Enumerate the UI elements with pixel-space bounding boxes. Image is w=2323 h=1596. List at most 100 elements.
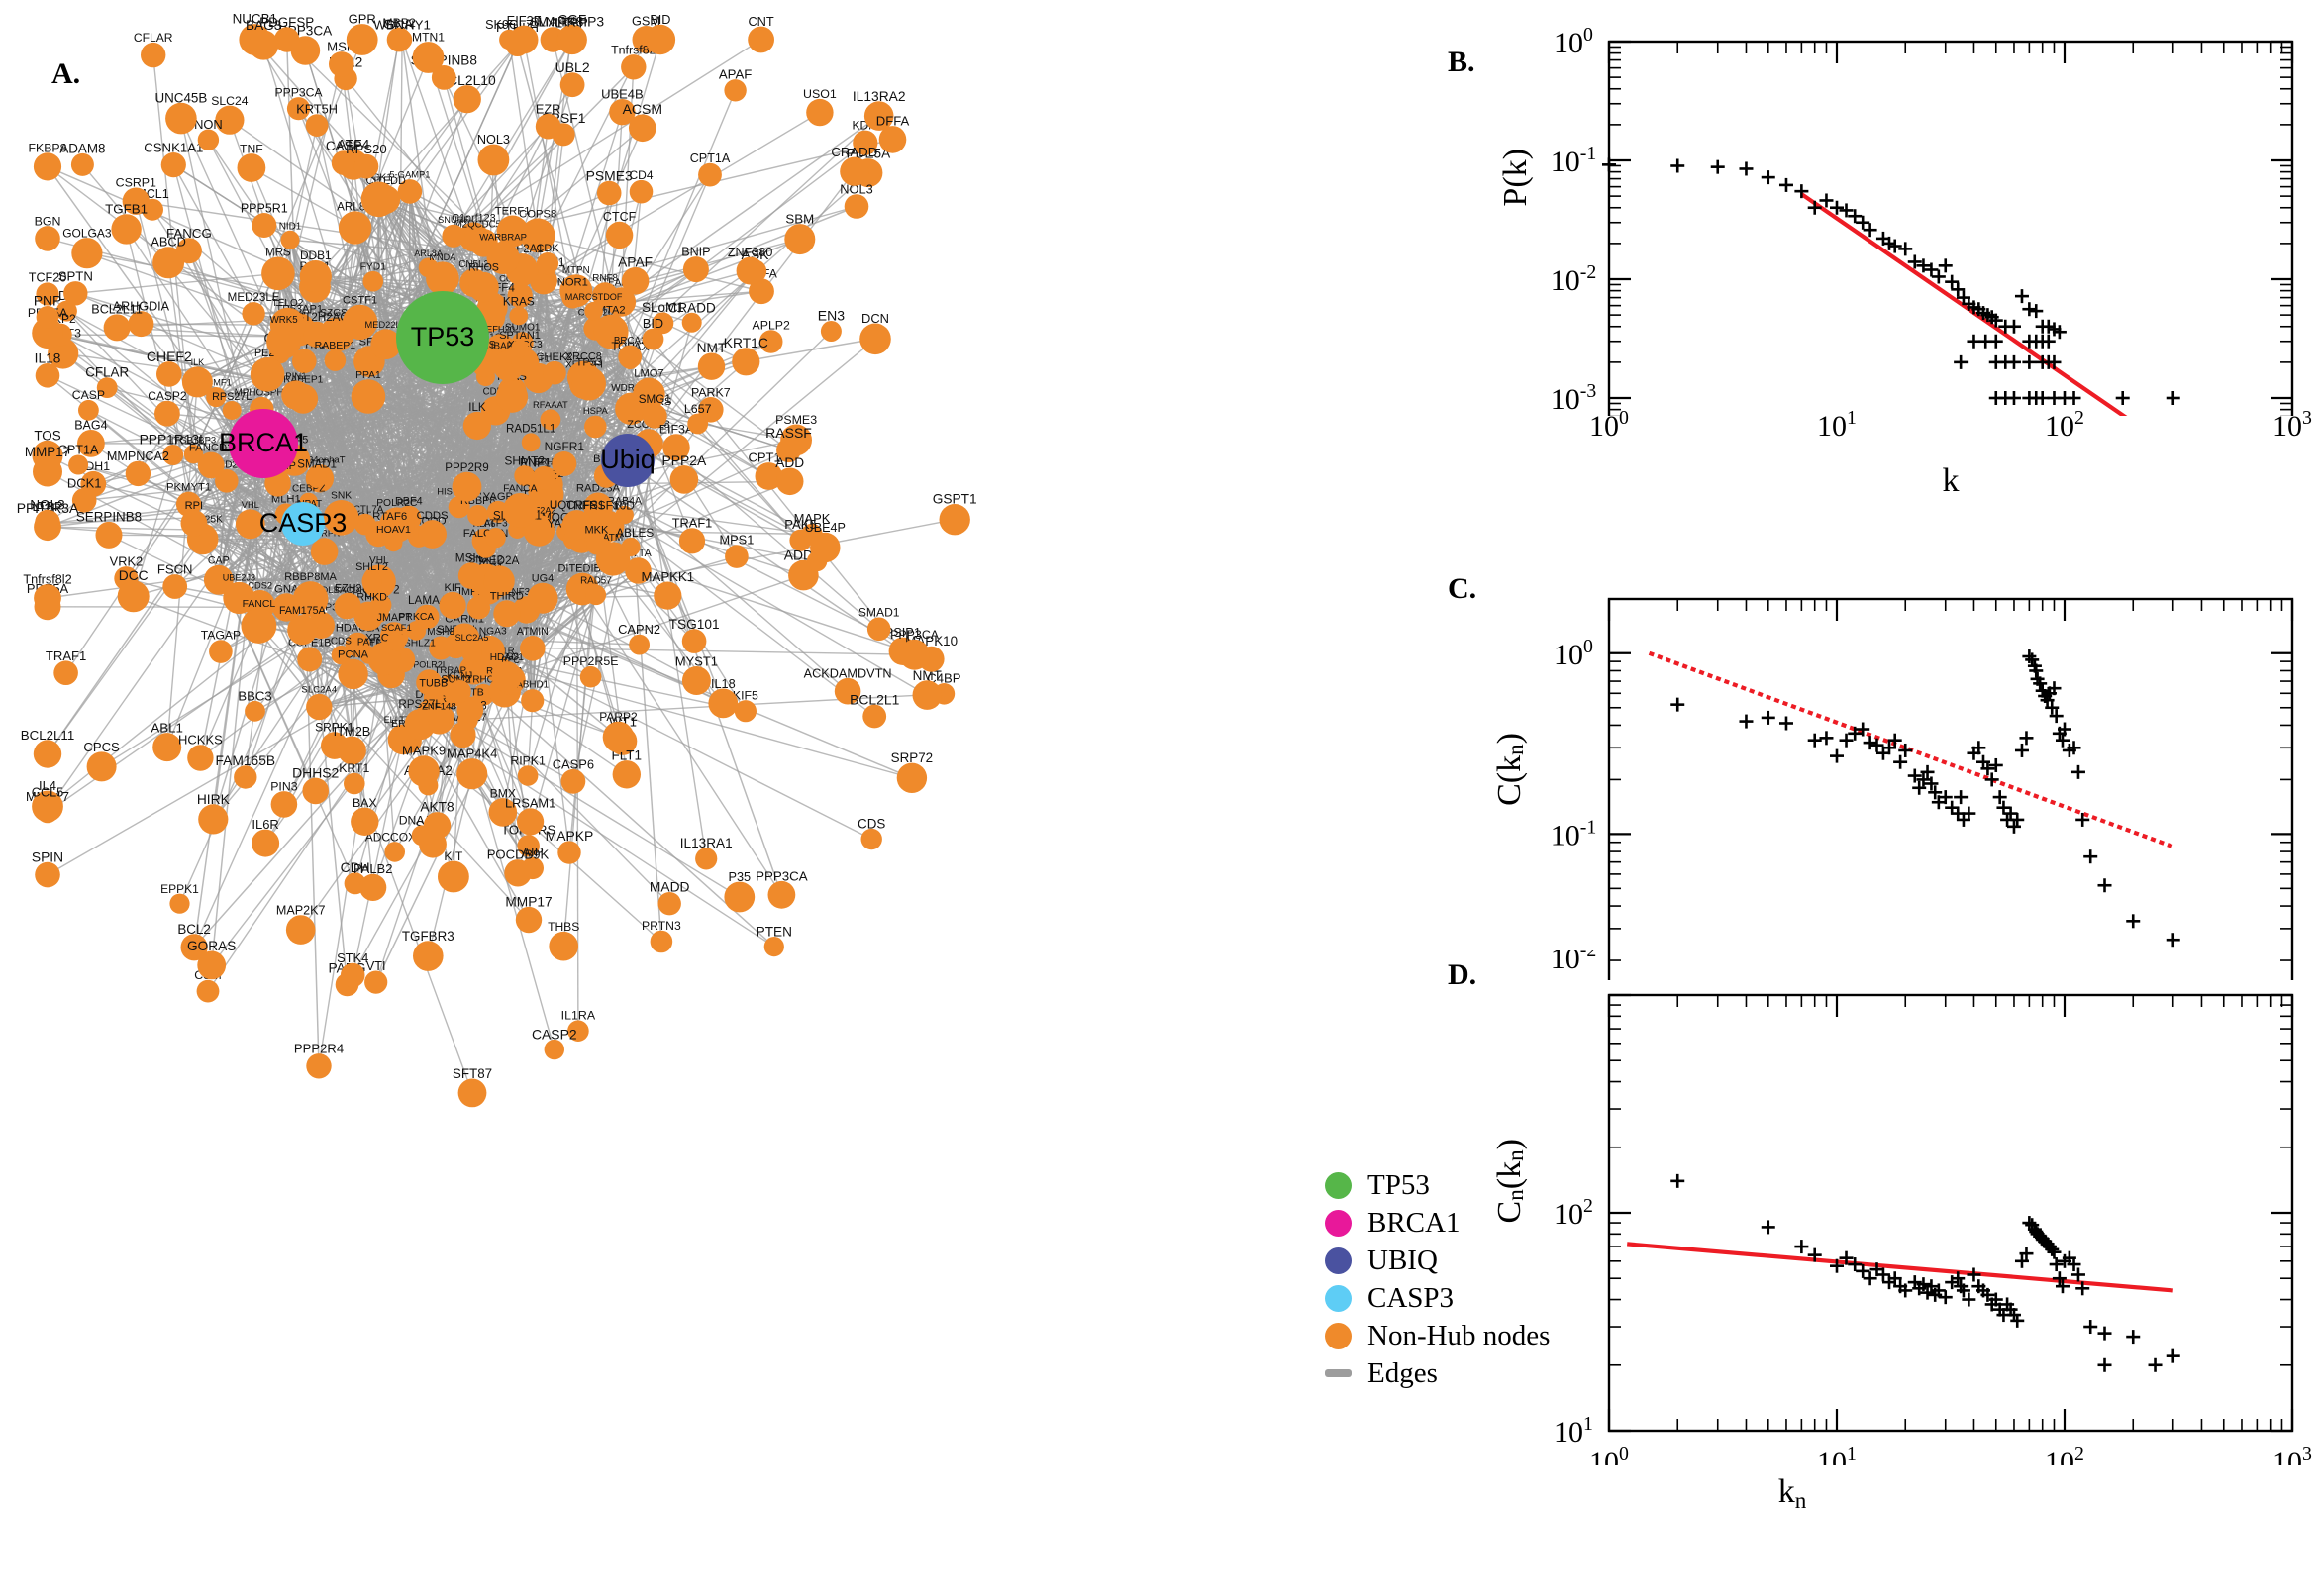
network-node[interactable] bbox=[397, 179, 423, 204]
network-node[interactable] bbox=[448, 496, 470, 519]
network-node[interactable] bbox=[633, 377, 665, 411]
network-node[interactable] bbox=[532, 465, 556, 490]
network-node[interactable] bbox=[303, 321, 330, 348]
network-node[interactable] bbox=[292, 349, 317, 374]
network-node[interactable] bbox=[502, 493, 538, 528]
network-node[interactable] bbox=[493, 600, 521, 628]
network-node[interactable] bbox=[618, 345, 643, 369]
network-node[interactable] bbox=[354, 601, 383, 631]
network-node[interactable] bbox=[245, 700, 265, 722]
network-node[interactable] bbox=[404, 709, 436, 741]
network-node[interactable] bbox=[323, 500, 359, 536]
network-node[interactable] bbox=[141, 42, 166, 68]
network-node[interactable] bbox=[724, 881, 756, 913]
network-node[interactable] bbox=[406, 621, 427, 641]
network-node[interactable] bbox=[77, 430, 105, 457]
network-node[interactable] bbox=[346, 24, 378, 55]
network-node[interactable] bbox=[338, 736, 366, 765]
network-node[interactable] bbox=[342, 304, 378, 341]
network-node[interactable] bbox=[197, 451, 225, 479]
network-node[interactable] bbox=[810, 532, 841, 563]
network-node[interactable] bbox=[681, 312, 702, 333]
network-node[interactable] bbox=[878, 126, 907, 153]
network-node[interactable] bbox=[70, 152, 94, 176]
network-node[interactable] bbox=[162, 445, 184, 465]
network-node[interactable] bbox=[338, 211, 372, 245]
network-node[interactable] bbox=[156, 361, 182, 387]
network-node[interactable] bbox=[629, 114, 656, 143]
network-node[interactable] bbox=[237, 153, 266, 182]
network-node[interactable] bbox=[423, 812, 452, 840]
network-node[interactable] bbox=[359, 873, 387, 902]
network-node[interactable] bbox=[695, 848, 718, 870]
network-node[interactable] bbox=[681, 666, 711, 695]
network-node[interactable] bbox=[560, 768, 586, 794]
network-node[interactable] bbox=[78, 399, 99, 421]
network-node[interactable] bbox=[615, 505, 634, 525]
network-node[interactable] bbox=[181, 366, 213, 398]
network-node[interactable] bbox=[509, 25, 539, 54]
network-node[interactable] bbox=[749, 278, 774, 305]
network-node[interactable] bbox=[384, 842, 406, 862]
network-node[interactable] bbox=[431, 65, 456, 90]
network-node[interactable] bbox=[154, 400, 180, 427]
network-node[interactable] bbox=[338, 658, 368, 690]
network-node[interactable] bbox=[488, 798, 518, 827]
network-node[interactable] bbox=[235, 509, 265, 540]
network-node[interactable] bbox=[438, 860, 469, 893]
network-node[interactable] bbox=[592, 282, 619, 309]
network-node[interactable] bbox=[612, 760, 641, 789]
network-node[interactable] bbox=[456, 696, 484, 724]
network-node[interactable] bbox=[439, 591, 466, 620]
network-node[interactable] bbox=[335, 592, 361, 619]
network-node[interactable] bbox=[223, 581, 255, 615]
network-node[interactable] bbox=[34, 584, 61, 612]
network-node[interactable] bbox=[509, 306, 529, 326]
network-node[interactable] bbox=[776, 438, 801, 463]
network-node[interactable] bbox=[122, 187, 150, 215]
network-node[interactable] bbox=[180, 510, 208, 537]
network-node[interactable] bbox=[324, 349, 347, 371]
network-node[interactable] bbox=[467, 504, 489, 527]
network-node[interactable] bbox=[912, 680, 943, 710]
network-node[interactable] bbox=[462, 411, 491, 441]
network-node[interactable] bbox=[767, 880, 796, 909]
network-node[interactable] bbox=[571, 366, 607, 401]
network-node[interactable] bbox=[33, 456, 62, 487]
network-node[interactable] bbox=[657, 892, 681, 916]
network-node[interactable] bbox=[515, 906, 543, 934]
network-node[interactable] bbox=[128, 311, 154, 338]
network-node[interactable] bbox=[477, 144, 510, 176]
network-node[interactable] bbox=[496, 215, 529, 248]
network-node[interactable] bbox=[561, 286, 584, 309]
network-node[interactable] bbox=[274, 27, 300, 52]
network-node[interactable] bbox=[206, 387, 227, 408]
network-node[interactable] bbox=[453, 85, 481, 114]
network-node[interactable] bbox=[584, 301, 603, 321]
network-node[interactable] bbox=[351, 807, 379, 836]
network-node[interactable] bbox=[549, 931, 578, 961]
network-node[interactable] bbox=[559, 72, 585, 98]
network-node[interactable] bbox=[629, 179, 654, 204]
network-node[interactable] bbox=[552, 451, 577, 476]
network-node[interactable] bbox=[457, 562, 485, 589]
network-node[interactable] bbox=[939, 504, 970, 536]
network-node[interactable] bbox=[442, 224, 465, 248]
network-node[interactable] bbox=[860, 828, 882, 850]
network-node[interactable] bbox=[736, 256, 764, 285]
network-node[interactable] bbox=[504, 859, 532, 887]
network-node[interactable] bbox=[285, 915, 316, 945]
network-node[interactable] bbox=[249, 30, 279, 60]
network-node[interactable] bbox=[307, 468, 327, 488]
network-node[interactable] bbox=[629, 634, 650, 655]
network-node[interactable] bbox=[63, 281, 88, 306]
network-node[interactable] bbox=[642, 328, 664, 350]
network-node[interactable] bbox=[418, 520, 447, 549]
network-node[interactable] bbox=[535, 113, 561, 140]
network-node[interactable] bbox=[364, 970, 388, 994]
network-node[interactable] bbox=[96, 377, 118, 398]
network-node[interactable] bbox=[758, 330, 783, 353]
network-node[interactable] bbox=[281, 380, 311, 410]
network-node[interactable] bbox=[125, 460, 152, 487]
network-node[interactable] bbox=[287, 615, 318, 646]
